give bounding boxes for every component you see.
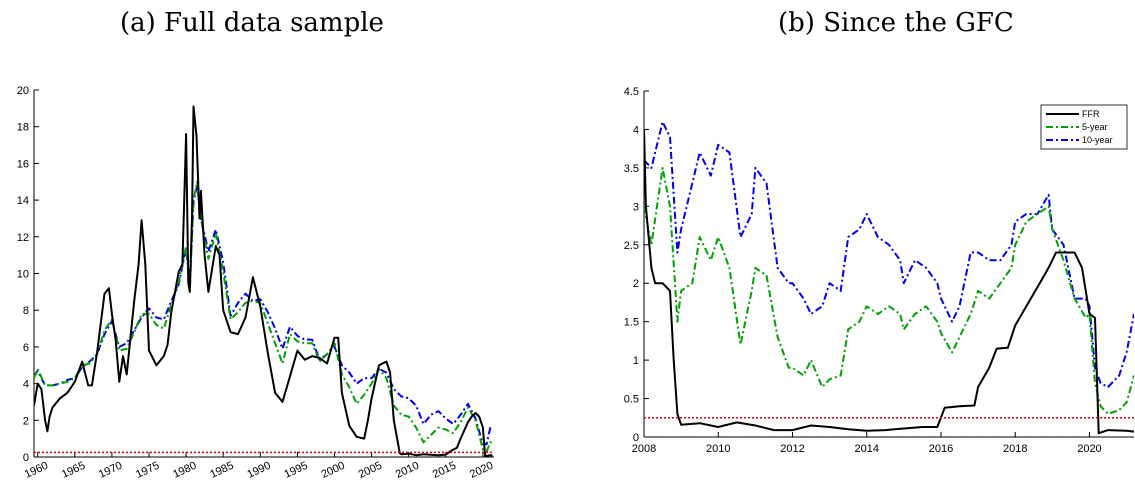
- panel-a-series-5-year: [34, 180, 493, 453]
- legend-box: [1040, 104, 1128, 150]
- panel-b-x-tick-label: 2018: [1003, 443, 1027, 455]
- panel-a-y-tick-label: 4: [23, 379, 29, 391]
- panel-a-x-tick-label: 1965: [60, 460, 87, 481]
- panel-a-y-tick-label: 14: [17, 195, 29, 207]
- panel-b-legend: FFR 5-year 10-year: [1040, 104, 1128, 150]
- panel-b-y-tick-label: 4: [633, 124, 639, 136]
- panel-b-y-tick-label: 3.5: [624, 163, 639, 175]
- panel-a-x-tick-label: 1970: [97, 460, 124, 481]
- panel-a-y-tick-label: 10: [17, 269, 29, 281]
- panel-b-series-10-year: [644, 120, 1134, 388]
- panel-a-y-tick-label: 0: [23, 452, 29, 464]
- panel-a-y-tick-label: 16: [17, 158, 29, 170]
- panel-b-plot: 0 0.5 1 1.5 2 2.5 3 3.5 4 4.5 2008 2010 2012 2014 2016…: [624, 86, 1134, 455]
- panel-a-x-tick-label: 2010: [394, 460, 421, 481]
- panel-b-x-tick-label: 2016: [929, 443, 953, 455]
- panel-b-y-tick-label: 0.5: [624, 394, 639, 406]
- panel-b-y-tick-label: 3: [633, 201, 639, 213]
- panel-b-y-tick-label: 1.5: [624, 317, 639, 329]
- panel-a-x-tick-label: 2015: [431, 460, 458, 481]
- panel-b-x-tick-label: 2008: [632, 443, 656, 455]
- panel-a-series-10-year: [34, 184, 493, 446]
- panel-a-title: (a) Full data sample: [120, 8, 384, 38]
- panel-b-y-tick-label: 2: [633, 278, 639, 290]
- legend-label: 10-year: [1082, 135, 1113, 145]
- panel-b-series-ffr: [644, 129, 1134, 435]
- panel-b-x-tick-label: 2010: [706, 443, 730, 455]
- panel-a-x-tick-label: 2000: [320, 460, 347, 481]
- panel-a-y-tick-label: 18: [17, 122, 29, 134]
- panel-a-y-tick-label: 6: [23, 342, 29, 354]
- legend-label: FFR: [1082, 109, 1100, 119]
- panel-a-series-ffr: [34, 105, 493, 457]
- panel-b-x-tick-label: 2012: [780, 443, 804, 455]
- panel-a-x-tick-label: 1995: [282, 460, 309, 481]
- panel-b-title: (b) Since the GFC: [778, 8, 1014, 38]
- panel-b-x-tick-label: 2020: [1077, 443, 1101, 455]
- panel-a-x-tick-label: 1975: [134, 460, 161, 481]
- panel-a-y-tick-label: 2: [23, 415, 29, 427]
- panel-b-x-tick-label: 2014: [854, 443, 878, 455]
- legend-label: 5-year: [1082, 122, 1108, 132]
- panel-b-y-tick-label: 2.5: [624, 240, 639, 252]
- panel-a-x-tick-label: 1985: [208, 460, 235, 481]
- panel-b-series-5-year: [644, 166, 1134, 415]
- panel-a-x-tick-label: 1990: [245, 460, 272, 481]
- panel-a-y-tick-label: 12: [17, 232, 29, 244]
- panel-b-y-tick-label: 1: [633, 355, 639, 367]
- panel-a-y-tick-label: 20: [17, 85, 29, 97]
- panel-b-y-tick-label: 4.5: [624, 86, 639, 98]
- panel-a-y-tick-label: 8: [23, 305, 29, 317]
- panel-a-x-tick-label: 1980: [171, 460, 198, 481]
- panel-b-y-tick-label: 0: [633, 432, 639, 444]
- panel-a-x-tick-label: 2020: [468, 460, 495, 481]
- panel-a-x-tick-label: 2005: [357, 460, 384, 481]
